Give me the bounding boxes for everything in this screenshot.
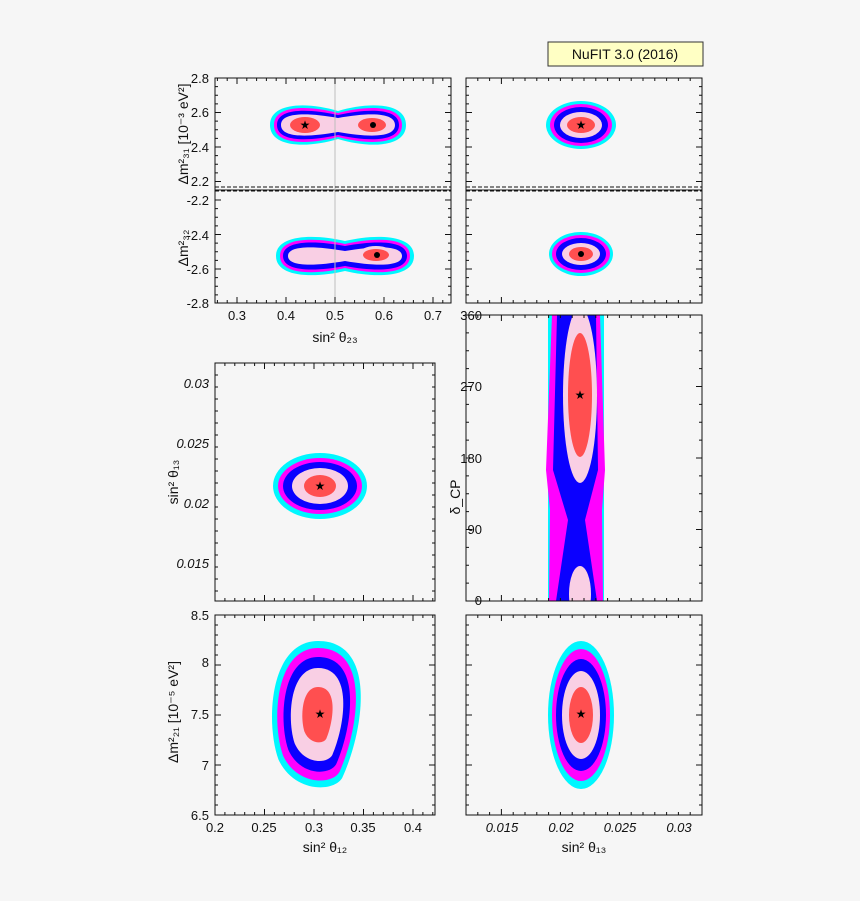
contour-c2: [291, 249, 309, 259]
panel-contours: [548, 641, 614, 789]
ylabel-s13: sin² θ₁₃: [165, 460, 181, 505]
tick-label: 8.5: [191, 608, 209, 623]
tick-label: 7: [202, 758, 209, 773]
xlabel-s12: sin² θ₁₂: [303, 839, 347, 855]
tick-label: 0.2: [206, 820, 224, 835]
best-fit-dot: [374, 252, 380, 258]
panel-contours: [271, 641, 361, 788]
tick-label: 0.4: [404, 820, 422, 835]
tick-labels: 2.8 2.6 2.4 2.2 -2.2 -2.4 -2.6 -2.8 0.3 …: [176, 71, 692, 835]
tick-label: 0.02: [548, 820, 574, 835]
tick-label: 2.6: [191, 105, 209, 120]
tick-label: 270: [460, 379, 482, 394]
tick-label: 0.7: [424, 308, 442, 323]
contour-c1: [567, 117, 595, 133]
best-fit-dot: [370, 122, 376, 128]
best-fit-star: ★: [315, 707, 326, 721]
tick-label: 7.5: [191, 707, 209, 722]
tick-label: 90: [468, 522, 482, 537]
nufit-badge: NuFIT 3.0 (2016): [547, 41, 704, 67]
axis-labels: Δm²₃₁ [10⁻³ eV²] Δm²₃₂ sin² θ₂₃ sin² θ₁₃…: [165, 83, 606, 855]
best-fit-star: ★: [575, 388, 586, 402]
tick-label: 2.2: [191, 174, 209, 189]
tick-label: 0.35: [350, 820, 375, 835]
tick-label: 0.03: [184, 376, 210, 391]
tick-label: -2.8: [187, 296, 209, 311]
tick-label: 0.02: [184, 496, 210, 511]
panel-contours: [276, 236, 414, 276]
badge-label: NuFIT 3.0 (2016): [572, 46, 678, 62]
panel-contours: [546, 101, 616, 149]
ylabel-dm32: Δm²₃₂: [175, 230, 191, 267]
panel-contours: [273, 453, 367, 519]
best-fit-dot: [578, 251, 584, 257]
tick-label: 6.5: [191, 808, 209, 823]
tick-label: 8: [202, 655, 209, 670]
contour-c2: [569, 566, 591, 601]
panel-outline: [214, 362, 436, 602]
tick-label: -2.2: [187, 193, 209, 208]
contour-c1: [290, 117, 320, 133]
tick-label: 2.4: [191, 140, 209, 155]
panel-contours: [270, 105, 406, 145]
panel-separators: [215, 186, 702, 192]
best-fit-markers: ★ ★ ★ ★ ★ ★: [300, 118, 587, 721]
tick-label: 0.3: [228, 308, 246, 323]
panel-outline: [214, 189, 452, 304]
contour-c1: [568, 333, 592, 457]
ylabel-dcp: δ_CP: [447, 479, 463, 514]
tick-label: 2.8: [191, 71, 209, 86]
tick-label: 180: [460, 451, 482, 466]
tick-label: 0.03: [666, 820, 692, 835]
panel-frames: [214, 77, 703, 816]
best-fit-star: ★: [576, 707, 587, 721]
axis-ticks: [214, 77, 703, 816]
tick-label: 0.5: [326, 308, 344, 323]
best-fit-star: ★: [576, 118, 587, 132]
tick-label: 0.3: [305, 820, 323, 835]
tick-label: 0.015: [176, 556, 209, 571]
xlabel-s13: sin² θ₁₃: [562, 839, 607, 855]
tick-label: 0.4: [277, 308, 295, 323]
tick-label: -2.4: [187, 228, 209, 243]
best-fit-star: ★: [300, 118, 311, 132]
tick-label: 0.25: [251, 820, 276, 835]
ylabel-dm31: Δm²₃₁ [10⁻³ eV²]: [175, 83, 191, 184]
contour-c1: [569, 687, 593, 743]
best-fit-star: ★: [315, 479, 326, 493]
tick-label: 0.015: [486, 820, 519, 835]
tick-label: 0.025: [176, 436, 209, 451]
panel-contours: [546, 315, 605, 601]
tick-label: 360: [460, 308, 482, 323]
tick-label: -2.6: [187, 262, 209, 277]
contour-c1: [304, 475, 336, 497]
xlabel-s23: sin² θ₂₃: [312, 329, 357, 345]
tick-label: 0.025: [604, 820, 637, 835]
contour-c1: [302, 687, 333, 743]
tick-label: 0.6: [375, 308, 393, 323]
ylabel-dm21: Δm²₂₁ [10⁻⁵ eV²]: [165, 661, 181, 763]
tick-label: 0: [475, 593, 482, 608]
